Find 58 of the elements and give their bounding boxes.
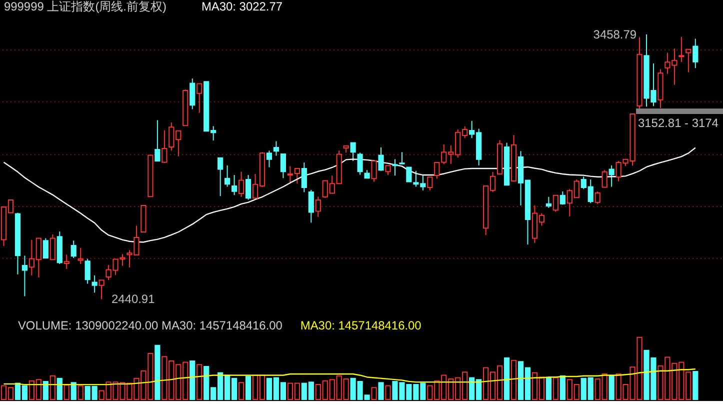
- candlestick: [678, 36, 684, 62]
- candlestick: [50, 234, 56, 260]
- annotation: 3458.79: [593, 27, 637, 42]
- candlestick: [78, 247, 84, 264]
- candlestick: [273, 140, 280, 156]
- candlestick: [301, 162, 307, 193]
- candlestick: [266, 150, 272, 168]
- bar: [70, 382, 76, 400]
- candlestick: [84, 258, 90, 284]
- candlestick: [154, 120, 160, 162]
- bar: [608, 375, 614, 400]
- annotation: 2440.91: [112, 292, 156, 306]
- candlestick: [350, 142, 356, 162]
- candlestick: [92, 274, 98, 294]
- candlestick: [224, 164, 230, 188]
- bar: [560, 375, 566, 400]
- candlestick: [608, 164, 614, 188]
- bar: [42, 380, 48, 400]
- candlestick: [218, 157, 224, 197]
- candlestick: [692, 38, 698, 69]
- candlestick: [686, 48, 692, 73]
- candlestick: [552, 194, 558, 212]
- candlestick: [427, 176, 433, 191]
- candlestick: [98, 280, 104, 300]
- band-label: 3152.81 - 3174: [638, 116, 719, 130]
- candlestick: [42, 238, 48, 259]
- chart-title: VOLUME: 1309002240.00 MA30: 1457148416.00: [18, 318, 283, 333]
- candlestick: [378, 146, 384, 172]
- candlestick: [602, 170, 608, 188]
- text: MA30: 1457148416.00: [300, 318, 422, 333]
- bar: [154, 344, 160, 400]
- candlestick: [196, 83, 202, 114]
- bar: [504, 357, 510, 400]
- bar: [190, 360, 196, 400]
- candlestick: [546, 196, 552, 208]
- candlestick: [162, 130, 168, 164]
- candlestick: [231, 174, 238, 196]
- candlestick: [70, 240, 76, 259]
- candlestick: [594, 190, 600, 204]
- candlestick: [280, 153, 286, 179]
- candlestick: [315, 196, 321, 218]
- candlestick: [560, 190, 566, 206]
- bar: [378, 382, 384, 400]
- chart-title: 999999 上证指数(周线.前复权): [4, 0, 166, 14]
- candlestick: [190, 78, 196, 110]
- candlestick: [22, 255, 28, 297]
- bar: [56, 378, 62, 400]
- candlestick: [371, 160, 377, 182]
- candlestick: [357, 152, 363, 176]
- text: MA30: 3022.77: [201, 0, 283, 14]
- candlestick: [245, 174, 252, 200]
- candlestick: [385, 165, 391, 176]
- bar: [692, 371, 698, 400]
- candlestick: [64, 254, 70, 270]
- candlestick: [238, 171, 244, 198]
- candlestick: [308, 189, 314, 224]
- bar: [245, 376, 252, 400]
- bar: [546, 377, 552, 400]
